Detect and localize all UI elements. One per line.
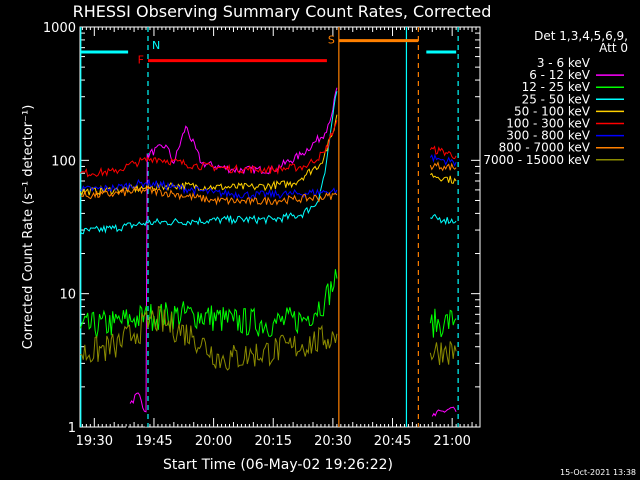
- status-bar-label: S: [328, 34, 335, 47]
- series-line: [79, 269, 338, 339]
- series-line: [129, 87, 338, 413]
- series-line: [80, 120, 338, 178]
- series-line: [430, 213, 457, 226]
- series-line: [429, 153, 457, 167]
- x-tick-label: 20:30: [314, 434, 351, 449]
- x-tick-label: 21:00: [433, 434, 470, 449]
- legend-item-label: 12 - 25 keV: [522, 80, 591, 94]
- plot-frame: [79, 26, 481, 428]
- series-line: [80, 185, 338, 206]
- y-axis-label: Corrected Count Rate (s⁻¹ detector⁻¹): [21, 105, 36, 350]
- time-marker-label: N: [152, 39, 160, 52]
- legend-item-label: 6 - 12 keV: [529, 68, 591, 82]
- legend-header-line-2: Att 0: [599, 41, 628, 55]
- legend-header-line-1: Det 1,3,4,5,6,9,: [534, 29, 628, 43]
- series-line: [429, 161, 457, 172]
- legend-item-label: 100 - 300 keV: [506, 117, 590, 131]
- x-tick-label: 20:15: [255, 434, 292, 449]
- series-line: [429, 145, 457, 160]
- series-line: [429, 308, 457, 338]
- x-tick-label: 20:00: [195, 434, 232, 449]
- series-line: [429, 172, 457, 184]
- footer-date: 15-Oct-2021 13:38: [560, 468, 636, 477]
- status-bar-label: F: [138, 54, 144, 67]
- legend-item-label: 300 - 800 keV: [506, 129, 590, 143]
- x-axis-label: Start Time (06-May-02 19:26:22): [163, 457, 393, 473]
- series-line: [126, 82, 338, 428]
- series-line: [80, 305, 338, 371]
- legend-item-label: 7000 - 15000 keV: [483, 153, 590, 167]
- legend-item-label: 25 - 50 keV: [522, 92, 591, 106]
- y-tick-label: 1: [68, 421, 76, 436]
- y-tick-label: 100: [51, 154, 76, 169]
- legend-item-label: 50 - 100 keV: [514, 104, 591, 118]
- legend-item-label: 800 - 7000 keV: [499, 141, 591, 155]
- x-tick-label: 20:45: [374, 434, 411, 449]
- x-tick-label: 19:45: [135, 434, 172, 449]
- x-tick-label: 19:30: [76, 434, 113, 449]
- chart-title: RHESSI Observing Summary Count Rates, Co…: [73, 2, 492, 21]
- y-tick-label: 1000: [43, 21, 76, 36]
- series-line: [429, 341, 457, 366]
- y-tick-label: 10: [59, 288, 76, 303]
- series-line: [431, 406, 457, 417]
- series-line: [80, 91, 338, 235]
- legend-item-label: 3 - 6 keV: [537, 56, 591, 70]
- series-line: [79, 114, 338, 197]
